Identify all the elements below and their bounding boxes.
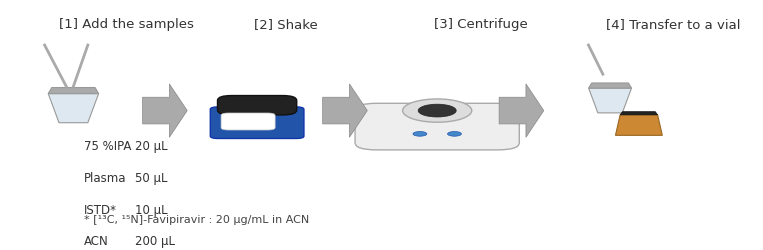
- FancyBboxPatch shape: [211, 107, 304, 138]
- Text: 50 μL: 50 μL: [134, 172, 167, 185]
- Text: 20 μL: 20 μL: [134, 140, 167, 153]
- Polygon shape: [588, 83, 632, 88]
- Polygon shape: [48, 94, 98, 123]
- Circle shape: [413, 132, 427, 136]
- Text: [4] Transfer to a vial: [4] Transfer to a vial: [607, 18, 741, 31]
- Circle shape: [448, 132, 462, 136]
- Circle shape: [418, 104, 456, 117]
- Text: 200 μL: 200 μL: [134, 235, 175, 248]
- Polygon shape: [616, 115, 662, 135]
- Text: 75 %IPA: 75 %IPA: [84, 140, 131, 153]
- Text: * [¹³C, ¹⁵N]-Favipiravir : 20 μg/mL in ACN: * [¹³C, ¹⁵N]-Favipiravir : 20 μg/mL in A…: [84, 215, 310, 225]
- Polygon shape: [588, 88, 632, 113]
- Text: Plasma: Plasma: [84, 172, 127, 185]
- FancyBboxPatch shape: [221, 113, 275, 130]
- Polygon shape: [499, 84, 544, 137]
- Circle shape: [403, 99, 472, 122]
- Polygon shape: [620, 112, 658, 115]
- Text: ISTD*: ISTD*: [84, 204, 118, 216]
- Text: [3] Centrifuge: [3] Centrifuge: [433, 18, 527, 31]
- Text: 10 μL: 10 μL: [134, 204, 167, 216]
- FancyBboxPatch shape: [217, 96, 297, 115]
- Polygon shape: [143, 84, 187, 137]
- Polygon shape: [323, 84, 367, 137]
- Text: ACN: ACN: [84, 235, 109, 248]
- Polygon shape: [48, 88, 98, 94]
- Text: [1] Add the samples: [1] Add the samples: [59, 18, 194, 31]
- FancyBboxPatch shape: [355, 103, 520, 150]
- Text: [2] Shake: [2] Shake: [253, 18, 317, 31]
